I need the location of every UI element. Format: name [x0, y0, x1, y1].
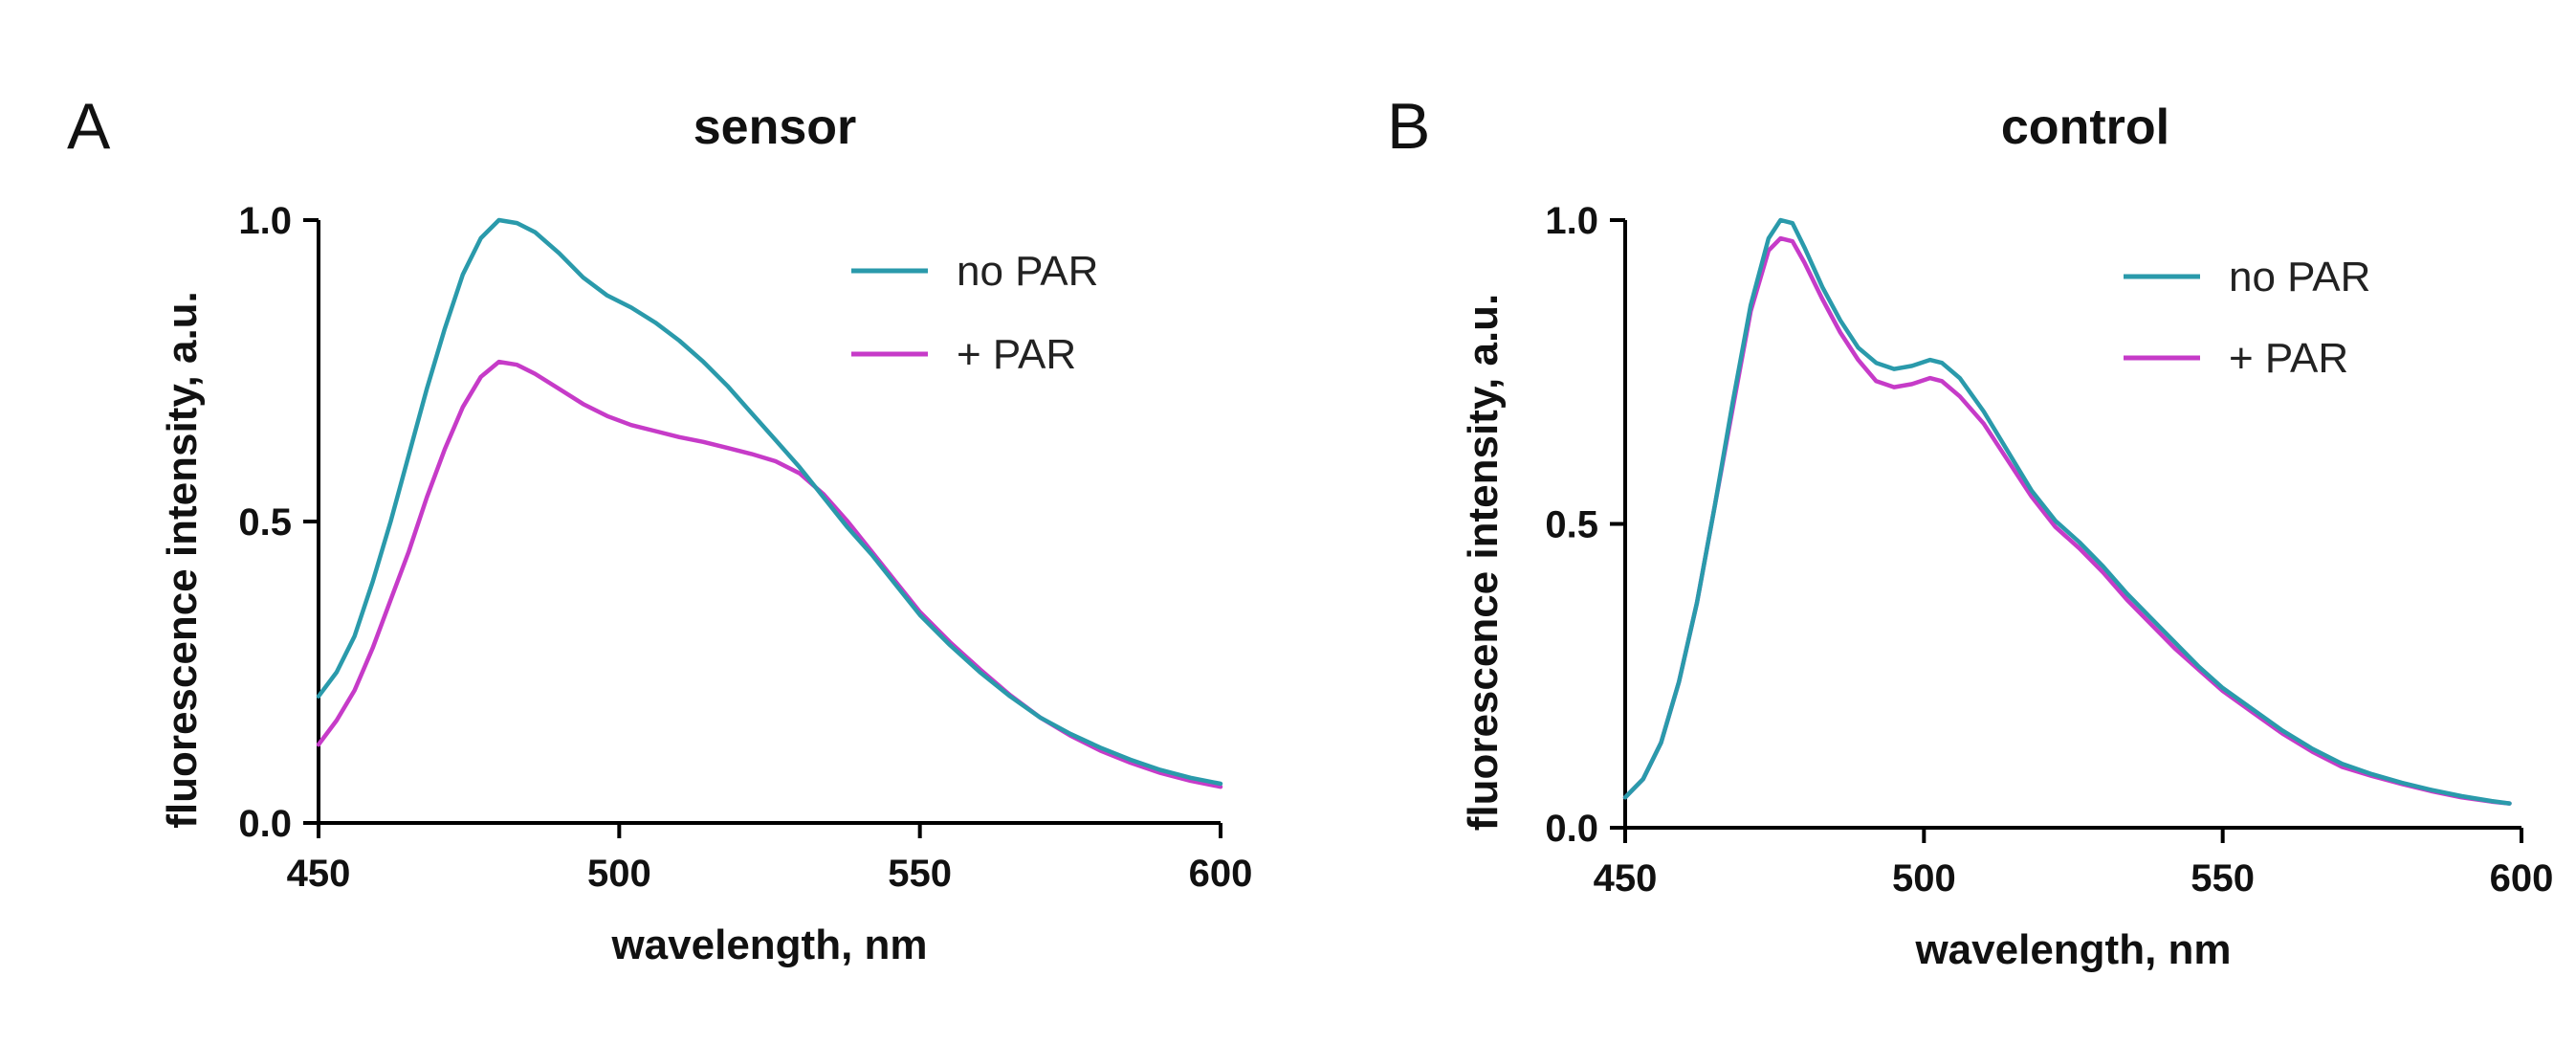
legend-label: no PAR	[957, 248, 1098, 295]
x-tick-label: 600	[1189, 853, 1253, 895]
series-line-no-par	[316, 217, 1223, 787]
x-tick-label: 600	[2490, 857, 2554, 900]
x-tick-label: 450	[1594, 857, 1658, 900]
x-tick-label: 500	[1892, 857, 1956, 900]
chart-title: sensor	[694, 100, 857, 155]
series-line-plus-par	[316, 359, 1223, 789]
y-axis-label: fluorescence intensity, a.u.	[1460, 294, 1507, 832]
y-axis-label: fluorescence intensity, a.u.	[159, 291, 206, 829]
y-tick-label: 1.0	[238, 200, 292, 242]
y-tick-label: 0.0	[1545, 808, 1598, 850]
legend-label: + PAR	[2229, 335, 2348, 382]
y-tick-label: 0.5	[238, 501, 292, 544]
x-tick-label: 550	[2191, 857, 2255, 900]
series-line-plus-par	[1622, 235, 2512, 806]
x-axis-label: wavelength, nm	[610, 922, 927, 968]
legend-label: no PAR	[2229, 254, 2370, 300]
series-line-no-par	[1622, 217, 2512, 806]
y-tick-label: 0.5	[1545, 504, 1598, 546]
y-tick-label: 1.0	[1545, 200, 1598, 242]
x-tick-label: 500	[587, 853, 651, 895]
x-axis-label: wavelength, nm	[1914, 926, 2231, 973]
legend-label: + PAR	[957, 331, 1076, 378]
chart-title: control	[2001, 100, 2169, 155]
x-tick-label: 450	[287, 853, 351, 895]
panel-letter: A	[67, 90, 111, 163]
panel-letter: B	[1387, 90, 1430, 163]
x-tick-label: 550	[888, 853, 952, 895]
y-tick-label: 0.0	[238, 803, 292, 845]
